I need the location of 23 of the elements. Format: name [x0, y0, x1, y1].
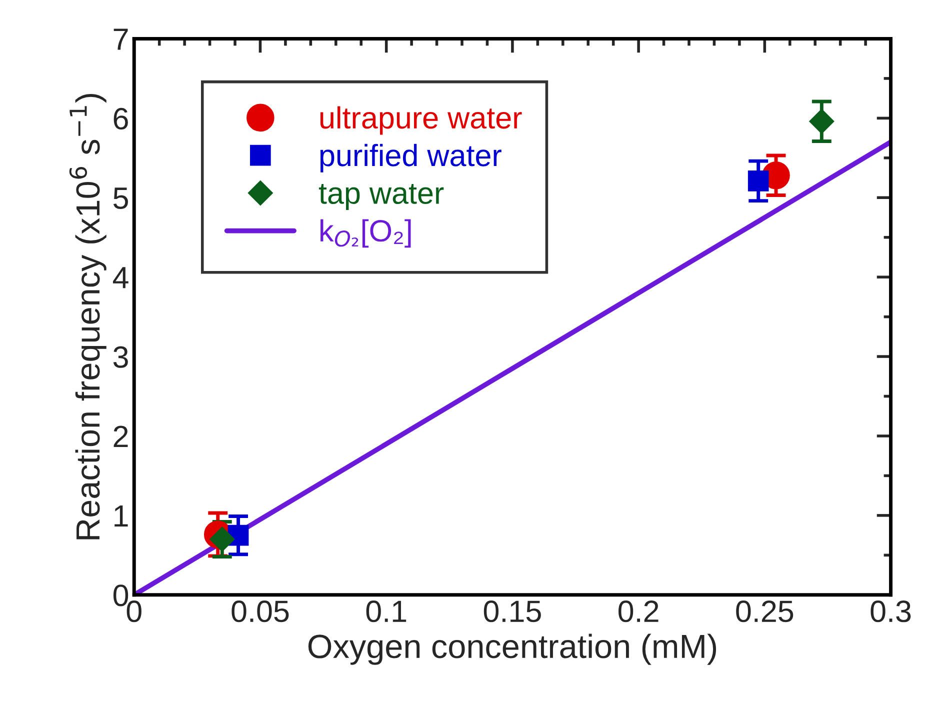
- x-tick-label: 0.2: [618, 600, 658, 622]
- x-tick-label: 0.1: [366, 600, 406, 622]
- point: [748, 170, 769, 192]
- y-tick-label: 3: [113, 346, 128, 368]
- y-tick-label: 0: [113, 584, 128, 606]
- x-tick-label: 0.25: [736, 600, 794, 622]
- point: [809, 108, 834, 134]
- point: [210, 526, 235, 552]
- x-tick-label: 0.3: [870, 600, 911, 622]
- x-tick-label: 0.15: [484, 600, 541, 622]
- legend-label: ultrapure water: [320, 106, 522, 135]
- legend-label: purified water: [320, 144, 502, 172]
- y-tick-label: 6: [114, 108, 128, 130]
- y-tick-label: 1: [114, 505, 128, 526]
- y-tick-label: 5: [113, 188, 128, 209]
- x-tick-label: 0.05: [232, 600, 289, 622]
- legend-label: tap water: [318, 184, 444, 210]
- y-tick-label: 2: [114, 426, 128, 448]
- y-tick-label: 7: [114, 28, 128, 50]
- legend-label: k$_{O₂}$[O₂]: [320, 219, 411, 248]
- x-axis-title: Oxygen concentration (mM): [308, 634, 716, 665]
- y-tick-label: 4: [112, 267, 128, 288]
- y-axis-title: Reaction frequency (x10$^{6}$ s$^{−1}$): [69, 94, 106, 540]
